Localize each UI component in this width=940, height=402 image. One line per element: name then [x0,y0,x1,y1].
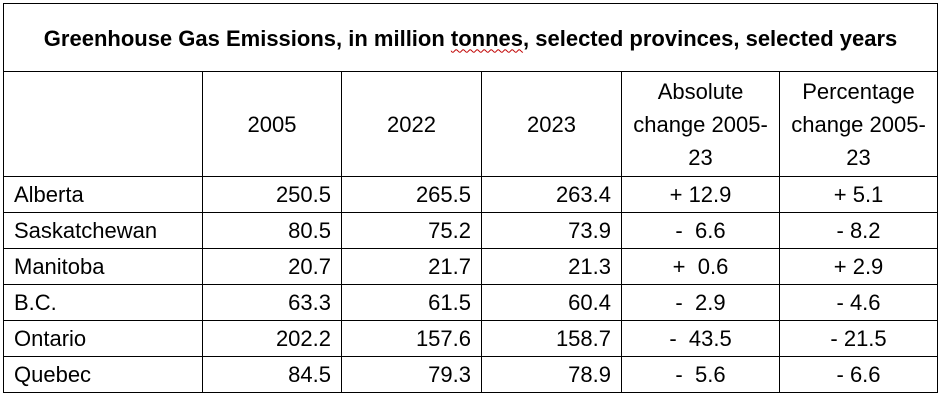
cell-absolute-change: - 2.9 [621,284,780,321]
cell-2023: 21.3 [481,248,622,285]
cell-2022: 75.2 [341,212,482,249]
table-title: Greenhouse Gas Emissions, in million ton… [2,3,939,72]
cell-2005: 84.5 [202,356,342,393]
cell-2022: 21.7 [341,248,482,285]
cell-2023: 158.7 [481,320,622,357]
cell-absolute-change: - 43.5 [621,320,780,357]
cell-percentage-change: - 8.2 [778,212,939,249]
cell-2023: 78.9 [481,356,622,393]
header-province [3,71,203,177]
cell-percentage-change: - 4.6 [778,284,939,321]
cell-percentage-change: + 5.1 [778,176,939,213]
header-absolute-change: Absolute change 2005-23 [621,71,780,177]
cell-2005: 20.7 [202,248,342,285]
cell-province: Quebec [3,356,203,393]
cell-2022: 61.5 [341,284,482,321]
cell-province: Alberta [3,176,203,213]
cell-2005: 202.2 [202,320,342,357]
cell-province: B.C. [3,284,203,321]
cell-absolute-change: + 0.6 [621,248,780,285]
cell-province: Saskatchewan [3,212,203,249]
cell-2022: 157.6 [341,320,482,357]
cell-percentage-change: - 21.5 [778,320,939,357]
cell-province: Ontario [3,320,203,357]
cell-percentage-change: + 2.9 [778,248,939,285]
cell-2022: 79.3 [341,356,482,393]
table-title-part2: , selected provinces, selected years [523,25,898,51]
cell-2022: 265.5 [341,176,482,213]
header-2005: 2005 [202,71,342,177]
cell-province: Manitoba [3,248,203,285]
cell-percentage-change: - 6.6 [778,356,939,393]
header-2023: 2023 [481,71,622,177]
header-percentage-change: Percentage change 2005-23 [778,71,939,177]
cell-absolute-change: - 5.6 [621,356,780,393]
emissions-table-container: Greenhouse Gas Emissions, in million ton… [2,3,939,393]
header-row: 2005 2022 2023 Absolute change 2005-23 P… [3,71,939,177]
cell-absolute-change: + 12.9 [621,176,780,213]
cell-2023: 60.4 [481,284,622,321]
cell-2005: 63.3 [202,284,342,321]
table-row: Saskatchewan 80.5 75.2 73.9 - 6.6 - 8.2 [3,212,939,249]
header-2022: 2022 [341,71,482,177]
cell-2023: 263.4 [481,176,622,213]
cell-2005: 250.5 [202,176,342,213]
table-row: Ontario 202.2 157.6 158.7 - 43.5 - 21.5 [3,320,939,357]
table-title-part1: Greenhouse Gas Emissions, in million [43,25,451,51]
table-row: Manitoba 20.7 21.7 21.3 + 0.6 + 2.9 [3,248,939,285]
table-row: Alberta 250.5 265.5 263.4 + 12.9 + 5.1 [3,176,939,213]
cell-absolute-change: - 6.6 [621,212,780,249]
cell-2023: 73.9 [481,212,622,249]
cell-2005: 80.5 [202,212,342,249]
table-row: Quebec 84.5 79.3 78.9 - 5.6 - 6.6 [3,356,939,393]
emissions-table: Greenhouse Gas Emissions, in million ton… [2,3,939,393]
title-row: Greenhouse Gas Emissions, in million ton… [2,3,939,72]
table-title-tonnes: tonnes [450,25,524,51]
table-row: B.C. 63.3 61.5 60.4 - 2.9 - 4.6 [3,284,939,321]
